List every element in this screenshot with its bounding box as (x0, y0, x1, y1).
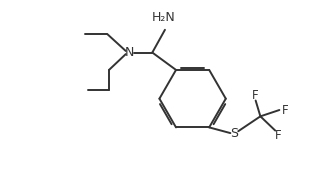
Text: F: F (274, 129, 281, 142)
Text: N: N (125, 46, 134, 59)
Text: F: F (282, 104, 289, 117)
Text: S: S (231, 127, 239, 140)
Text: H₂N: H₂N (151, 11, 175, 24)
Text: F: F (252, 89, 259, 102)
